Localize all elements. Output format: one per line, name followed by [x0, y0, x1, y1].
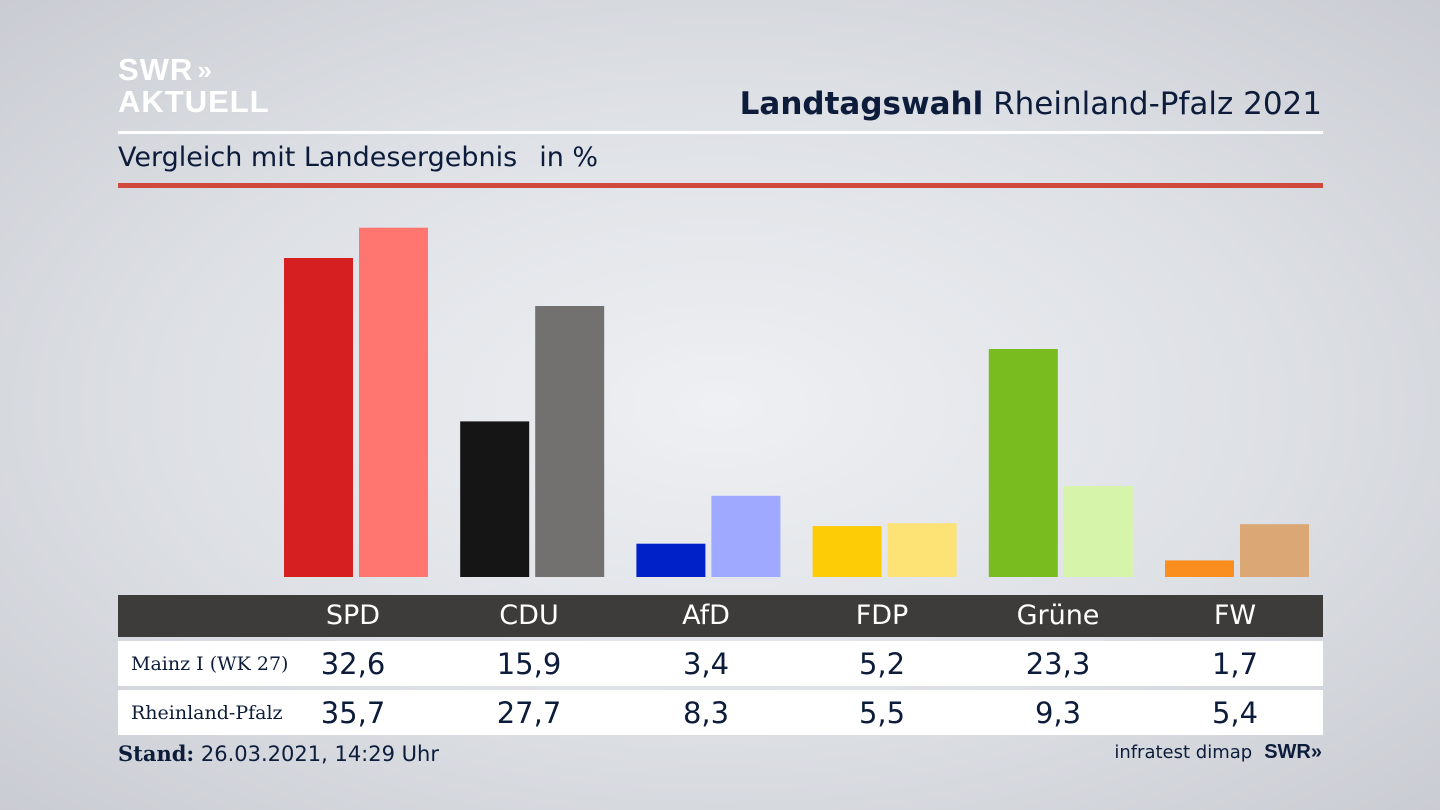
table-row: Mainz I (WK 27) 32,6 15,9 3,4 5,2 23,3 1,7	[118, 641, 1323, 686]
bar-cdu-land	[535, 306, 605, 577]
row-label: Rheinland-Pfalz	[131, 702, 283, 724]
bar-fw-wahlkreis	[1165, 560, 1234, 577]
bar-spd-wahlkreis	[284, 258, 353, 577]
stand-value: 26.03.2021, 14:29 Uhr	[200, 742, 439, 766]
bar-afd-wahlkreis	[636, 543, 706, 577]
value-cell: 35,7	[320, 696, 386, 730]
value-cell: 5,2	[858, 647, 906, 681]
source-text: infratest dimap	[1114, 742, 1253, 763]
logo-swr: SWR	[118, 52, 194, 87]
results-table: SPD CDU AfD FDP Grüne FW Mainz I (WK 27) 32,6 1…	[118, 595, 1323, 735]
bar-fdp-land	[887, 523, 957, 577]
value-cell: 8,3	[682, 696, 730, 730]
bar-grne-land	[1063, 486, 1133, 577]
stand-label: Stand:	[118, 741, 195, 766]
subtitle-unit: in %	[539, 142, 599, 173]
bar-chart	[284, 227, 1309, 577]
col-header-4: Grüne	[1016, 600, 1100, 631]
accent-divider	[118, 183, 1323, 188]
value-cell: 32,6	[320, 647, 386, 681]
subtitle-text: Vergleich mit Landesergebnis	[118, 142, 518, 173]
col-header-0: SPD	[325, 600, 381, 631]
table-header: SPD CDU AfD FDP Grüne FW	[118, 595, 1323, 637]
value-cell: 5,4	[1211, 696, 1259, 730]
bar-afd-land	[711, 495, 781, 577]
source-credit: infratest dimap SWR»	[1114, 741, 1322, 764]
col-header-2: AfD	[682, 600, 730, 631]
title-rest: Rheinland-Pfalz 2021	[993, 86, 1322, 122]
bar-grne-wahlkreis	[988, 349, 1058, 577]
table-row: Rheinland-Pfalz 35,7 27,7 8,3 5,5 9,3 5,4	[118, 690, 1323, 735]
value-cell: 15,9	[496, 647, 562, 681]
swr-aktuell-logo: SWR» AKTUELL	[118, 54, 270, 118]
title-bold: Landtagswahl	[739, 86, 984, 122]
row-label: Mainz I (WK 27)	[131, 653, 289, 675]
timestamp: Stand: 26.03.2021, 14:29 Uhr	[118, 741, 439, 766]
col-header-3: FDP	[855, 600, 909, 631]
title-divider	[118, 131, 1323, 134]
col-header-1: CDU	[499, 600, 559, 631]
bar-fdp-wahlkreis	[812, 526, 882, 577]
bar-cdu-wahlkreis	[460, 421, 530, 577]
bar-spd-land	[359, 227, 428, 577]
logo-aktuell: AKTUELL	[118, 84, 270, 119]
bar-fw-land	[1240, 524, 1309, 577]
value-cell: 5,5	[858, 696, 906, 730]
chart-subtitle: Vergleich mit Landesergebnis in %	[118, 142, 598, 173]
swr-brand-logo: SWR»	[1264, 741, 1322, 763]
value-cell: 27,7	[496, 696, 562, 730]
value-cell: 23,3	[1025, 647, 1091, 681]
value-cell: 9,3	[1034, 696, 1082, 730]
page-title: Landtagswahl Rheinland-Pfalz 2021	[740, 86, 1322, 122]
col-header-5: FW	[1213, 600, 1257, 631]
value-cell: 3,4	[682, 647, 730, 681]
table-body: Mainz I (WK 27) 32,6 15,9 3,4 5,2 23,3 1,7 Rhei…	[118, 641, 1323, 735]
value-cell: 1,7	[1211, 647, 1259, 681]
